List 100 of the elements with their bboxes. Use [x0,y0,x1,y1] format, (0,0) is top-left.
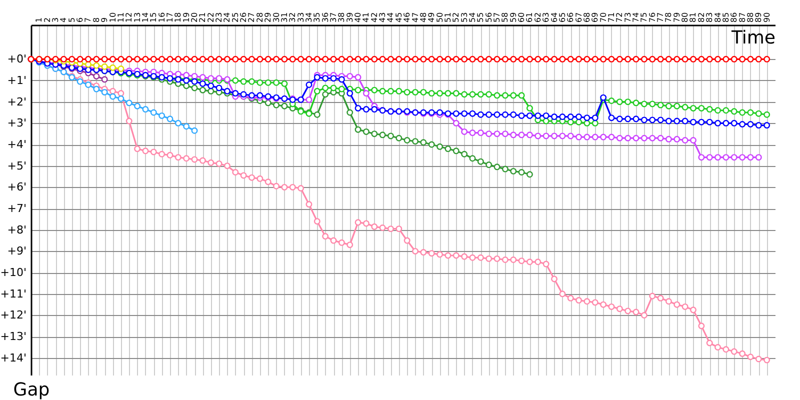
y-tick-label: +7' [7,202,26,216]
y-tick-label: +13' [0,330,26,344]
x-tick-label: 58 [500,12,510,22]
x-tick-label: 69 [590,12,600,22]
x-tick-label: 89 [754,12,764,22]
x-tick-label: 61 [525,12,534,22]
x-tick-label: 3 [51,17,60,22]
x-tick-label: 68 [582,12,592,22]
y-tick-label: +1' [7,74,26,87]
x-tick-label: 13 [132,12,142,22]
x-tick-label: 30 [272,12,281,22]
x-tick-label: 87 [738,12,747,22]
x-tick-label: 66 [566,12,576,22]
x-tick-label: 55 [476,12,486,22]
x-tick-label: 71 [606,12,616,22]
x-tick-label: 33 [296,12,306,22]
y-tick-label: +9' [7,244,26,258]
x-tick-label: 46 [402,12,412,22]
x-tick-label: 75 [640,12,649,22]
x-tick-label: 86 [730,12,739,22]
x-tick-label: 12 [124,12,134,22]
x-tick-label: 29 [264,12,273,22]
x-tick-label: 78 [664,12,674,22]
x-tick-label: 51 [443,12,452,22]
x-tick-label: 7 [84,17,93,22]
x-tick-label: 32 [288,12,298,22]
x-tick-label: 73 [623,12,632,22]
y-tick-label: +10' [0,266,26,280]
x-tick-label: 19 [182,12,191,22]
y-tick-label: +3' [7,116,26,130]
x-tick-label: 79 [672,12,682,22]
x-tick-label: 40 [354,12,363,22]
x-tick-label: 6 [76,17,85,22]
x-tick-label: 63 [542,12,551,22]
x-tick-label: 77 [656,12,666,22]
x-tick-label: 80 [680,12,690,22]
x-tick-label: 2 [42,17,52,22]
x-tick-label: 84 [713,12,722,22]
x-tick-label: 5 [67,17,76,22]
x-tick-label: 90 [762,12,772,22]
x-tick-label: 54 [468,12,477,22]
y-tick-label: +2' [7,95,26,108]
x-tick-label: 26 [239,12,248,22]
x-tick-label: 53 [460,12,469,22]
x-tick-label: 47 [410,12,420,22]
x-tick-label: 16 [157,12,166,22]
x-tick-label: 17 [165,12,174,22]
x-tick-label: 85 [721,12,730,22]
x-tick-label: 34 [304,12,314,22]
x-tick-label: 88 [746,12,755,22]
x-tick-label: 59 [508,12,518,22]
x-tick-label: 10 [108,12,118,22]
y-tick-label: +11' [0,287,26,300]
x-tick-label: 74 [632,12,641,22]
x-tick-label: 8 [92,17,101,22]
x-tick-label: 31 [280,12,289,22]
x-tick-label: 45 [394,12,404,22]
x-tick-label: 23 [214,12,224,22]
x-tick-label: 49 [427,12,436,22]
x-axis-title: Time [730,28,776,48]
x-tick-label: 64 [550,12,559,22]
y-axis-title: Gap [13,380,50,400]
x-tick-label: 4 [59,17,68,22]
x-tick-label: 44 [386,12,396,22]
x-tick-label: 81 [688,12,698,22]
x-tick-label: 83 [705,12,714,22]
y-tick-label: +0' [7,52,26,66]
x-tick-label: 43 [378,12,388,22]
x-tick-label: 15 [149,12,158,22]
x-tick-label: 9 [100,17,110,22]
y-tick-label: +4' [7,138,26,152]
x-tick-label: 56 [484,12,494,22]
x-tick-label: 70 [598,12,608,22]
x-tick-label: 18 [174,12,183,22]
x-tick-label: 21 [198,12,208,22]
x-tick-label: 72 [615,12,624,22]
x-tick-label: 76 [648,12,657,22]
x-tick-label: 50 [435,12,444,22]
x-tick-label: 14 [140,12,150,22]
x-tick-label: 20 [190,12,200,22]
x-tick-label: 42 [370,12,379,22]
x-tick-label: 39 [345,12,354,22]
x-tick-label: 37 [329,12,338,22]
x-tick-label: 11 [116,12,126,22]
y-tick-label: +8' [7,223,26,236]
x-tick-label: 28 [255,12,264,22]
x-tick-label: 60 [517,12,526,22]
x-tick-label: 36 [320,12,330,22]
y-tick-label: +5' [7,159,26,172]
x-tick-label: 57 [492,12,502,22]
x-tick-label: 67 [574,12,584,22]
x-tick-label: 22 [206,12,216,22]
x-tick-label: 52 [452,12,461,22]
y-tick-label: +14' [0,351,26,364]
x-tick-label: 82 [696,12,706,22]
x-tick-label: 48 [418,12,428,22]
x-tick-label: 35 [312,12,322,22]
x-tick-label: 62 [533,12,542,22]
x-tick-label: 24 [222,12,232,22]
x-tick-label: 65 [558,12,567,22]
